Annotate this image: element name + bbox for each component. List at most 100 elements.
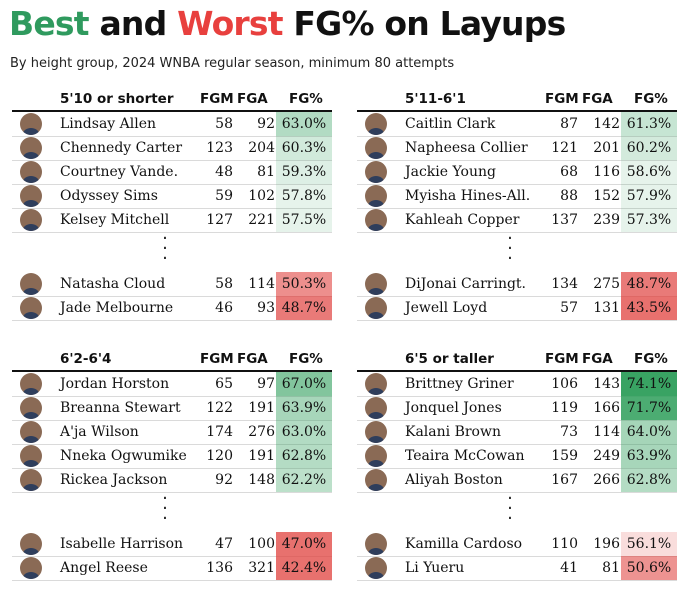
table-header: 5'10 or shorter FGM FGA FG% [12, 88, 332, 112]
player-avatar [20, 273, 42, 295]
fg-pct-value: 64.0% [621, 420, 677, 444]
player-name: Jonquel Jones [405, 400, 502, 416]
fgm-value: 92 [215, 472, 233, 488]
fgm-value: 58 [215, 276, 233, 292]
player-avatar [20, 297, 42, 319]
height-group-label: 6'5 or taller [405, 351, 494, 367]
fgm-value: 73 [560, 424, 578, 440]
player-name: Angel Reese [60, 560, 148, 576]
fga-value: 114 [593, 424, 620, 440]
player-avatar [365, 373, 387, 395]
fg-pct-value: 63.9% [276, 396, 332, 420]
fga-value: 92 [257, 116, 275, 132]
fg-pct-value: 57.9% [621, 184, 677, 208]
chart-subtitle: By height group, 2024 WNBA regular seaso… [10, 56, 455, 71]
fgm-value: 88 [560, 188, 578, 204]
fg-pct-value: 59.3% [276, 160, 332, 184]
fg-pct-header: FG% [289, 91, 323, 107]
player-avatar [20, 209, 42, 231]
fga-value: 93 [257, 300, 275, 316]
fgm-value: 119 [551, 400, 578, 416]
fg-pct-value: 60.3% [276, 136, 332, 160]
group-table: 6'2-6'4 FGM FGA FG% Jordan Horston 65 97 67.0% B… [12, 348, 332, 584]
player-avatar [20, 421, 42, 443]
player-avatar [365, 469, 387, 491]
player-name: Nneka Ogwumike [60, 448, 187, 464]
player-name: Teaira McCowan [405, 448, 525, 464]
height-group-label: 5'10 or shorter [60, 91, 174, 107]
fg-pct-value: 50.6% [621, 556, 677, 580]
table-header: 6'2-6'4 FGM FGA FG% [12, 348, 332, 372]
fg-pct-value: 60.2% [621, 136, 677, 160]
worst-row: Isabelle Harrison 47 100 47.0% [12, 532, 332, 557]
best-row: Teaira McCowan 159 249 63.9% [357, 444, 677, 469]
player-avatar [20, 469, 42, 491]
ellipsis-separator: · · · [162, 228, 168, 269]
worst-row: Kamilla Cardoso 110 196 56.1% [357, 532, 677, 557]
chart-title: Best and Worst FG% on Layups [9, 4, 566, 43]
best-row: Jordan Horston 65 97 67.0% [12, 372, 332, 397]
best-row: Kahleah Copper 137 239 57.3% [357, 208, 677, 233]
title-rest: FG% on Layups [282, 4, 566, 43]
player-avatar [20, 533, 42, 555]
table-header: 5'11-6'1 FGM FGA FG% [357, 88, 677, 112]
player-name: Odyssey Sims [60, 188, 158, 204]
player-avatar [20, 397, 42, 419]
player-avatar [365, 557, 387, 579]
fgm-value: 120 [206, 448, 233, 464]
fg-pct-value: 62.8% [276, 444, 332, 468]
worst-row: Jewell Loyd 57 131 43.5% [357, 296, 677, 321]
fgm-header: FGM [545, 351, 579, 367]
fgm-value: 174 [206, 424, 233, 440]
fga-value: 143 [593, 376, 620, 392]
fga-header: FGA [582, 91, 613, 107]
fgm-value: 137 [551, 212, 578, 228]
player-avatar [20, 185, 42, 207]
worst-row: Natasha Cloud 58 114 50.3% [12, 272, 332, 297]
player-avatar [365, 397, 387, 419]
player-avatar [20, 445, 42, 467]
player-name: Isabelle Harrison [60, 536, 184, 552]
player-name: Jackie Young [405, 164, 496, 180]
best-row: Brittney Griner 106 143 74.1% [357, 372, 677, 397]
player-avatar [365, 421, 387, 443]
ellipsis-separator: · · · [507, 488, 513, 529]
fga-value: 266 [593, 472, 620, 488]
player-name: Kalani Brown [405, 424, 501, 440]
fga-value: 114 [248, 276, 275, 292]
best-row: Chennedy Carter 123 204 60.3% [12, 136, 332, 161]
fga-value: 102 [248, 188, 275, 204]
fg-pct-value: 67.0% [276, 372, 332, 396]
fg-pct-value: 56.1% [621, 532, 677, 556]
player-name: Rickea Jackson [60, 472, 168, 488]
fgm-value: 87 [560, 116, 578, 132]
fgm-value: 68 [560, 164, 578, 180]
fga-value: 249 [593, 448, 620, 464]
player-name: Kahleah Copper [405, 212, 520, 228]
player-name: Jade Melbourne [60, 300, 174, 316]
fg-pct-value: 43.5% [621, 296, 677, 320]
title-worst: Worst [177, 4, 283, 43]
fga-value: 221 [248, 212, 275, 228]
table-header: 6'5 or taller FGM FGA FG% [357, 348, 677, 372]
fgm-value: 106 [551, 376, 578, 392]
fg-pct-value: 47.0% [276, 532, 332, 556]
worst-row: Angel Reese 136 321 42.4% [12, 556, 332, 581]
player-avatar [365, 137, 387, 159]
player-name: Jewell Loyd [405, 300, 488, 316]
fga-value: 81 [257, 164, 275, 180]
best-row: Aliyah Boston 167 266 62.8% [357, 468, 677, 493]
best-row: A'ja Wilson 174 276 63.0% [12, 420, 332, 445]
player-avatar [20, 557, 42, 579]
fgm-value: 159 [551, 448, 578, 464]
best-row: Lindsay Allen 58 92 63.0% [12, 112, 332, 137]
fgm-value: 110 [551, 536, 578, 552]
fga-value: 321 [248, 560, 275, 576]
player-name: Aliyah Boston [405, 472, 503, 488]
fgm-value: 134 [551, 276, 578, 292]
player-avatar [20, 113, 42, 135]
player-name: Myisha Hines-All. [405, 188, 531, 204]
height-group-label: 6'2-6'4 [60, 351, 112, 367]
player-avatar [365, 113, 387, 135]
player-name: Kelsey Mitchell [60, 212, 170, 228]
